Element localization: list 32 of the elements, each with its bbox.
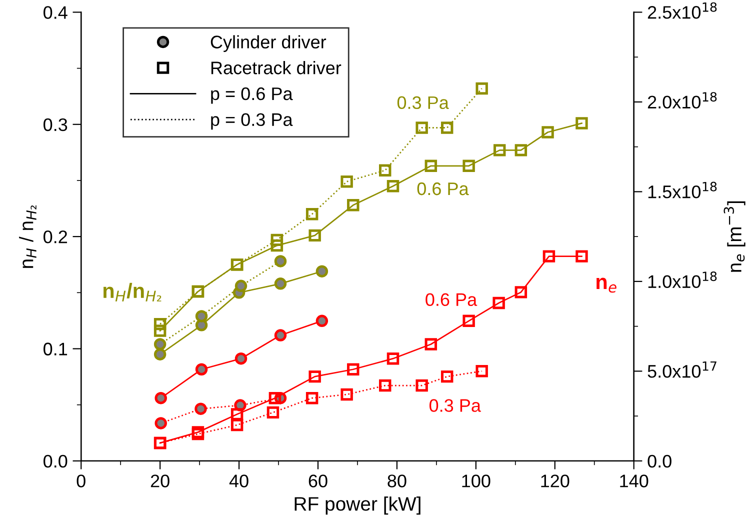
y-tick-label: 0.2 — [44, 230, 68, 244]
legend-label: Racetrack driver — [211, 61, 342, 74]
y2-tick-label: 1.0x10$^{18}$ — [648, 272, 717, 288]
legend-label: p = 0.6 Pa — [211, 87, 293, 104]
x-tick-label: 120 — [541, 474, 570, 488]
y-tick-label: 0.1 — [44, 342, 68, 356]
legend-label: Cylinder driver — [210, 35, 326, 52]
annotation: 0.3 Pa — [429, 399, 481, 412]
x-tick-label: 0 — [76, 474, 86, 488]
y-tick-label: 0.0 — [44, 454, 68, 468]
y2-tick-label: 2.0x10$^{18}$ — [648, 92, 717, 109]
annotation: n$_{H}$/n$_{H₂}$ — [103, 282, 162, 302]
y2-axis-title: n$_{e}$ [m$^{−3}$] — [724, 201, 746, 272]
legend-label: p = 0.3 Pa — [211, 113, 293, 130]
y-axis-title: n$_{H}$ / n$_{H₂}$ — [19, 205, 36, 268]
y2-tick-label: 1.5x10$^{18}$ — [648, 182, 717, 198]
x-tick-label: 60 — [308, 474, 328, 488]
annotation: 0.6 Pa — [417, 182, 469, 196]
annotation: 0.3 Pa — [397, 96, 449, 110]
y2-tick-label: 5.0x10$^{17}$ — [648, 361, 716, 378]
y2-tick-label: 2.5x10$^{18}$ — [648, 2, 717, 19]
x-tick-label: 40 — [229, 474, 248, 488]
x-tick-label: 80 — [388, 474, 406, 488]
x-tick-label: 100 — [462, 474, 490, 488]
y-tick-label: 0.4 — [44, 6, 68, 19]
x-tick-label: 20 — [150, 474, 170, 488]
x-tick-label: 140 — [620, 474, 648, 488]
y-tick-label: 0.3 — [44, 118, 68, 132]
x-axis-title: RF power [kW] — [294, 496, 420, 515]
y2-tick-label: 0.0 — [648, 454, 672, 468]
annotation: 0.6 Pa — [426, 293, 478, 306]
annotation: n$_{e}$ — [596, 278, 616, 293]
